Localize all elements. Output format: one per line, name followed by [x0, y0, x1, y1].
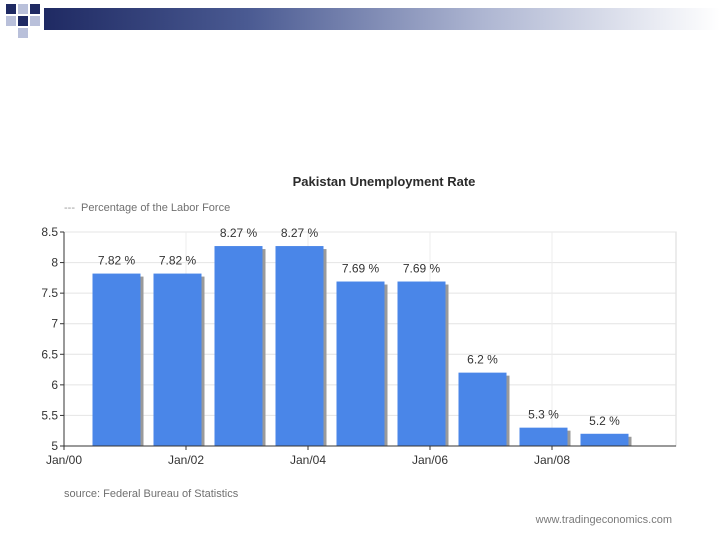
bar — [275, 246, 324, 446]
legend-dash-icon: --- — [64, 202, 75, 214]
chart-watermark: www.tradingeconomics.com — [535, 514, 672, 526]
bar — [214, 246, 263, 446]
chart-title: Pakistan Unemployment Rate — [292, 174, 476, 189]
bar-value-label: 7.82 % — [159, 254, 197, 268]
bar — [153, 273, 202, 446]
y-tick-label: 5 — [51, 439, 58, 453]
legend-label: Percentage of the Labor Force — [81, 202, 231, 214]
x-tick-label: Jan/02 — [168, 453, 204, 467]
banner-square — [18, 4, 28, 14]
bar-value-label: 8.27 % — [220, 226, 258, 240]
bar — [519, 427, 568, 446]
bar — [92, 273, 141, 446]
bar-value-label: 7.82 % — [98, 254, 136, 268]
chart-source: source: Federal Bureau of Statistics — [64, 488, 239, 500]
bar-value-label: 7.69 % — [403, 262, 441, 276]
bar-value-label: 6.2 % — [467, 353, 498, 367]
x-tick-label: Jan/04 — [290, 453, 326, 467]
bar — [397, 281, 446, 446]
x-tick-label: Jan/08 — [534, 453, 570, 467]
x-tick-label: Jan/06 — [412, 453, 448, 467]
bar-value-label: 5.3 % — [528, 408, 559, 422]
banner-square — [6, 16, 16, 26]
banner-square — [30, 16, 40, 26]
bar-value-label: 5.2 % — [589, 414, 620, 428]
y-tick-label: 6.5 — [41, 347, 58, 361]
banner-square — [30, 4, 40, 14]
y-tick-label: 5.5 — [41, 408, 58, 422]
x-tick-label: Jan/00 — [46, 453, 82, 467]
banner-gradient-bar — [44, 8, 720, 30]
banner-square — [6, 4, 16, 14]
bar — [458, 372, 507, 446]
y-tick-label: 7 — [51, 317, 58, 331]
banner-square — [18, 16, 28, 26]
bar — [336, 281, 385, 446]
bar-value-label: 7.69 % — [342, 262, 380, 276]
y-tick-label: 8.5 — [41, 225, 58, 239]
banner-square — [18, 28, 28, 38]
y-tick-label: 6 — [51, 378, 58, 392]
chart-legend: --- Percentage of the Labor Force — [64, 202, 230, 214]
slide-banner — [0, 0, 720, 48]
y-tick-label: 8 — [51, 256, 58, 270]
bar-value-label: 8.27 % — [281, 226, 319, 240]
bar — [580, 433, 629, 446]
y-tick-label: 7.5 — [41, 286, 58, 300]
